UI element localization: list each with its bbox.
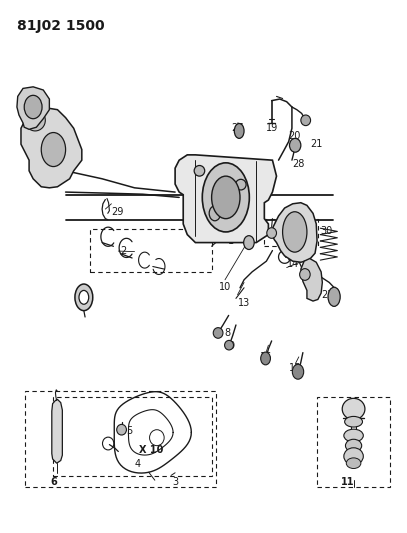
Polygon shape [17, 87, 49, 130]
Ellipse shape [344, 448, 363, 465]
Polygon shape [175, 155, 276, 243]
Text: 16: 16 [260, 352, 273, 362]
Text: 6: 6 [50, 477, 57, 487]
Text: 30: 30 [320, 227, 332, 237]
Ellipse shape [117, 424, 127, 435]
Ellipse shape [300, 269, 310, 280]
Ellipse shape [41, 133, 66, 166]
Text: 15: 15 [289, 362, 302, 373]
Text: 8: 8 [225, 328, 231, 338]
Ellipse shape [194, 165, 205, 176]
Text: 2: 2 [120, 246, 127, 256]
Text: 9: 9 [229, 341, 235, 351]
Text: 81J02 1500: 81J02 1500 [17, 19, 105, 33]
Ellipse shape [261, 352, 270, 365]
Text: 28: 28 [293, 159, 305, 169]
Ellipse shape [25, 110, 45, 131]
Ellipse shape [244, 236, 254, 249]
Text: 25: 25 [195, 170, 207, 180]
Ellipse shape [213, 328, 223, 338]
Ellipse shape [346, 458, 361, 469]
Text: 21: 21 [310, 139, 322, 149]
Text: 19: 19 [265, 123, 278, 133]
Text: 12: 12 [305, 268, 317, 278]
Ellipse shape [24, 95, 42, 119]
Text: 18: 18 [196, 197, 208, 207]
Text: 26: 26 [289, 233, 301, 244]
Text: 24: 24 [273, 221, 285, 231]
Bar [53, 397, 212, 477]
Ellipse shape [328, 287, 340, 306]
Ellipse shape [202, 163, 249, 232]
Ellipse shape [212, 176, 240, 219]
Text: 17: 17 [246, 215, 258, 225]
Text: 10: 10 [219, 282, 231, 292]
Ellipse shape [282, 212, 307, 252]
Ellipse shape [225, 341, 234, 350]
Bar [317, 397, 390, 487]
Text: 5: 5 [127, 426, 133, 437]
Text: X 10: X 10 [139, 445, 163, 455]
Text: 27: 27 [232, 123, 244, 133]
Text: 11: 11 [341, 477, 354, 487]
Text: 29: 29 [112, 207, 124, 217]
Text: 1: 1 [228, 236, 234, 246]
Polygon shape [271, 203, 317, 262]
Bar [264, 219, 318, 246]
Ellipse shape [342, 398, 365, 419]
Ellipse shape [292, 365, 304, 379]
Text: 7: 7 [82, 301, 88, 311]
Polygon shape [301, 259, 322, 301]
Polygon shape [52, 399, 62, 463]
Text: 23: 23 [210, 215, 223, 225]
Text: 20: 20 [289, 131, 301, 141]
Text: 4: 4 [135, 459, 141, 469]
Text: 3: 3 [172, 477, 178, 487]
Text: 13: 13 [238, 297, 250, 308]
Ellipse shape [344, 429, 363, 442]
Ellipse shape [346, 439, 362, 452]
Ellipse shape [75, 284, 93, 311]
Ellipse shape [236, 179, 246, 190]
Ellipse shape [79, 290, 89, 304]
Ellipse shape [267, 228, 276, 238]
Ellipse shape [209, 206, 221, 221]
Bar [90, 229, 212, 272]
Text: 14: 14 [287, 259, 299, 269]
Text: 22: 22 [321, 289, 334, 300]
Bar [25, 391, 216, 487]
Polygon shape [21, 107, 82, 188]
Ellipse shape [301, 115, 311, 126]
Ellipse shape [345, 416, 363, 427]
Ellipse shape [289, 139, 301, 152]
Ellipse shape [234, 124, 244, 139]
